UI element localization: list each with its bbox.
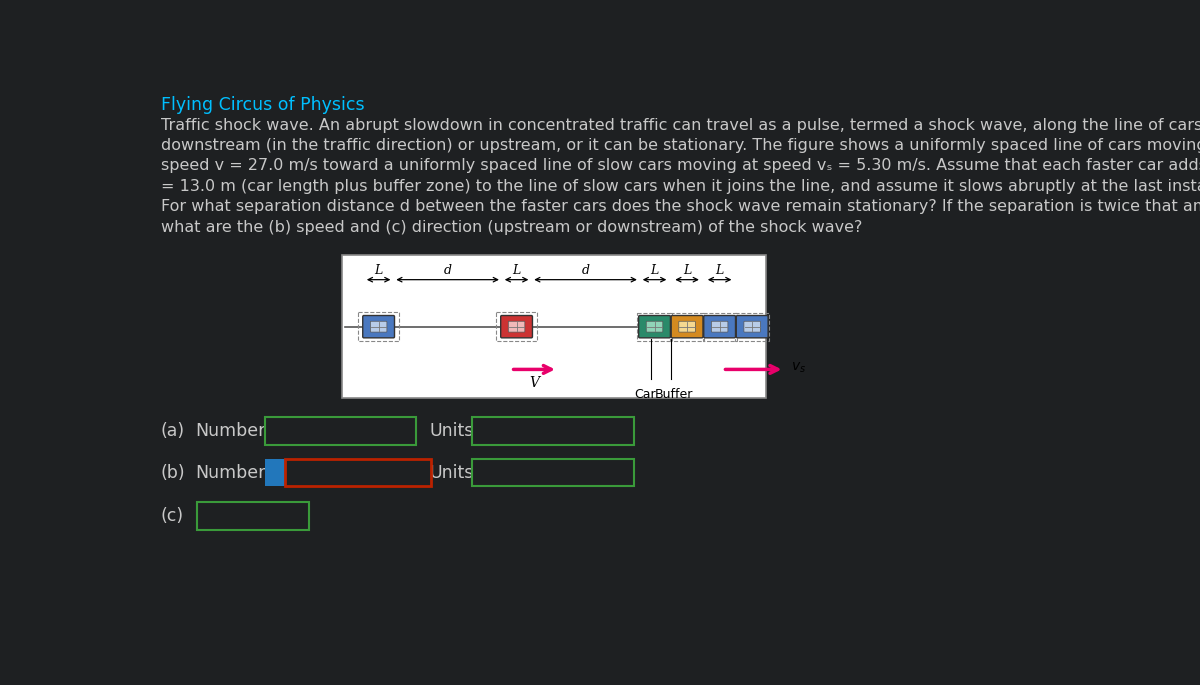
Text: $v_s$: $v_s$ [791, 361, 805, 375]
FancyBboxPatch shape [509, 321, 524, 332]
FancyBboxPatch shape [500, 316, 533, 338]
Text: Number: Number [194, 422, 265, 440]
Text: L: L [650, 264, 659, 277]
Text: 4.36: 4.36 [293, 464, 330, 482]
Text: downstream: downstream [204, 508, 299, 523]
Text: ∨: ∨ [620, 424, 630, 438]
Text: L: L [512, 264, 521, 277]
Bar [670, 312, 704, 340]
Text: Flying Circus of Physics: Flying Circus of Physics [161, 96, 365, 114]
Text: i: i [272, 465, 277, 480]
Text: speed v = 27.0 m/s toward a uniformly spaced line of slow cars moving at speed v: speed v = 27.0 m/s toward a uniformly sp… [161, 158, 1200, 173]
Text: Buffer: Buffer [655, 388, 694, 401]
Text: what are the (b) speed and (c) direction (upstream or downstream) of the shock w: what are the (b) speed and (c) direction… [161, 220, 863, 235]
Text: (c): (c) [161, 507, 184, 525]
Text: 53.1: 53.1 [272, 422, 310, 440]
Bar [702, 312, 737, 340]
Bar [265, 417, 416, 445]
Text: Car: Car [635, 388, 656, 401]
Bar [472, 417, 635, 445]
Text: Traffic shock wave. An abrupt slowdown in concentrated traffic can travel as a p: Traffic shock wave. An abrupt slowdown i… [161, 118, 1200, 133]
Bar [472, 459, 635, 486]
Bar [284, 459, 431, 486]
Bar [358, 312, 400, 341]
Bar [736, 312, 769, 340]
FancyBboxPatch shape [671, 316, 703, 338]
FancyBboxPatch shape [638, 316, 671, 338]
FancyBboxPatch shape [647, 321, 662, 332]
Text: m/s: m/s [481, 464, 511, 482]
Text: d: d [582, 264, 589, 277]
Text: downstream (in the traffic direction) or upstream, or it can be stationary. The : downstream (in the traffic direction) or… [161, 138, 1200, 153]
Text: ∨: ∨ [620, 466, 630, 479]
FancyBboxPatch shape [371, 321, 386, 332]
Bar [496, 312, 538, 341]
Text: Units: Units [430, 422, 474, 440]
Text: L: L [715, 264, 724, 277]
Text: (a): (a) [161, 422, 185, 440]
Text: Number: Number [194, 464, 265, 482]
FancyBboxPatch shape [712, 321, 728, 332]
FancyBboxPatch shape [703, 316, 736, 338]
Text: ∨: ∨ [295, 509, 305, 523]
FancyBboxPatch shape [679, 321, 695, 332]
Text: = 13.0 m (car length plus buffer zone) to the line of slow cars when it joins th: = 13.0 m (car length plus buffer zone) t… [161, 179, 1200, 194]
Text: L: L [374, 264, 383, 277]
Text: For what separation distance d between the faster cars does the shock wave remai: For what separation distance d between t… [161, 199, 1200, 214]
Text: d: d [444, 264, 451, 277]
Text: (b): (b) [161, 464, 186, 482]
Bar [637, 312, 672, 340]
Bar [265, 459, 284, 486]
Text: Units: Units [430, 464, 474, 482]
Bar [197, 502, 308, 530]
FancyBboxPatch shape [362, 316, 395, 338]
Text: m: m [481, 422, 497, 440]
Text: L: L [683, 264, 691, 277]
FancyBboxPatch shape [737, 316, 768, 338]
FancyBboxPatch shape [744, 321, 761, 332]
Text: V: V [529, 375, 539, 390]
Bar [342, 256, 766, 398]
